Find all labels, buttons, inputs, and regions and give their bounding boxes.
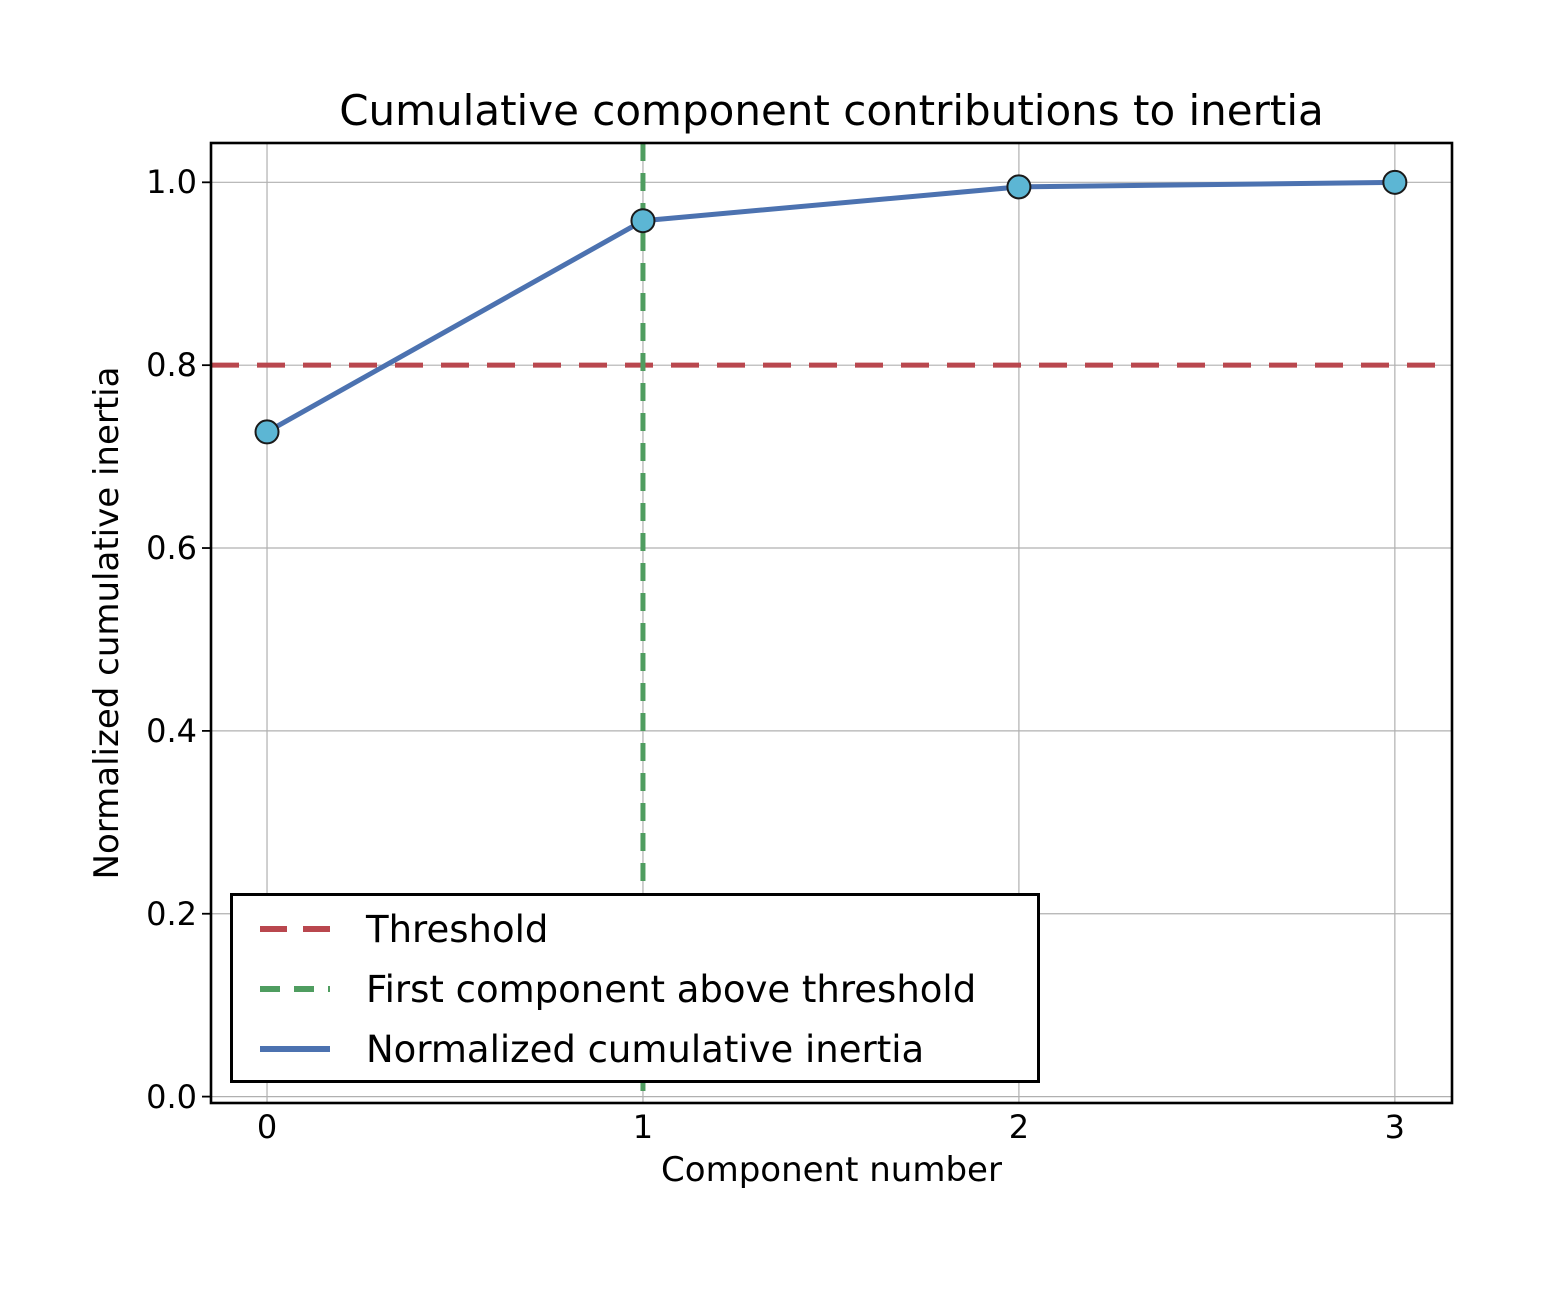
legend-line-sample bbox=[260, 926, 330, 932]
inertia-line bbox=[264, 179, 1398, 435]
legend-row: Normalized cumulative inertia bbox=[260, 1019, 1037, 1079]
chart-title: Cumulative component contributions to in… bbox=[339, 86, 1324, 135]
y-tick-label: 0.8 bbox=[146, 346, 197, 385]
x-tick-label: 2 bbox=[1008, 1108, 1030, 1146]
y-tick-label: 0.6 bbox=[146, 529, 197, 568]
legend-row: First component above threshold bbox=[260, 959, 1037, 1019]
x-axis-label: Component number bbox=[661, 1150, 1002, 1190]
legend-label: Threshold bbox=[366, 907, 549, 951]
y-tick-label: 0.4 bbox=[146, 711, 197, 750]
legend-line-sample bbox=[260, 1046, 330, 1052]
legend-label: First component above threshold bbox=[366, 967, 977, 1011]
x-tick-label: 3 bbox=[1384, 1108, 1406, 1146]
legend-box: Threshold First component above threshold… bbox=[230, 893, 1040, 1083]
data-point-marker bbox=[1006, 174, 1032, 200]
legend-label: Normalized cumulative inertia bbox=[366, 1027, 925, 1071]
x-tick-label: 0 bbox=[256, 1108, 278, 1146]
data-point-marker bbox=[630, 208, 656, 234]
x-tick-label: 1 bbox=[632, 1108, 654, 1146]
legend-line-sample bbox=[260, 986, 330, 992]
legend-row: Threshold bbox=[260, 899, 1037, 959]
y-tick-label: 0.2 bbox=[146, 894, 197, 933]
y-tick-label: 0.0 bbox=[146, 1077, 197, 1116]
y-tick-label: 1.0 bbox=[146, 163, 197, 202]
data-point-marker bbox=[254, 419, 280, 445]
plot-border bbox=[209, 141, 1454, 1105]
data-point-marker bbox=[1382, 169, 1408, 195]
